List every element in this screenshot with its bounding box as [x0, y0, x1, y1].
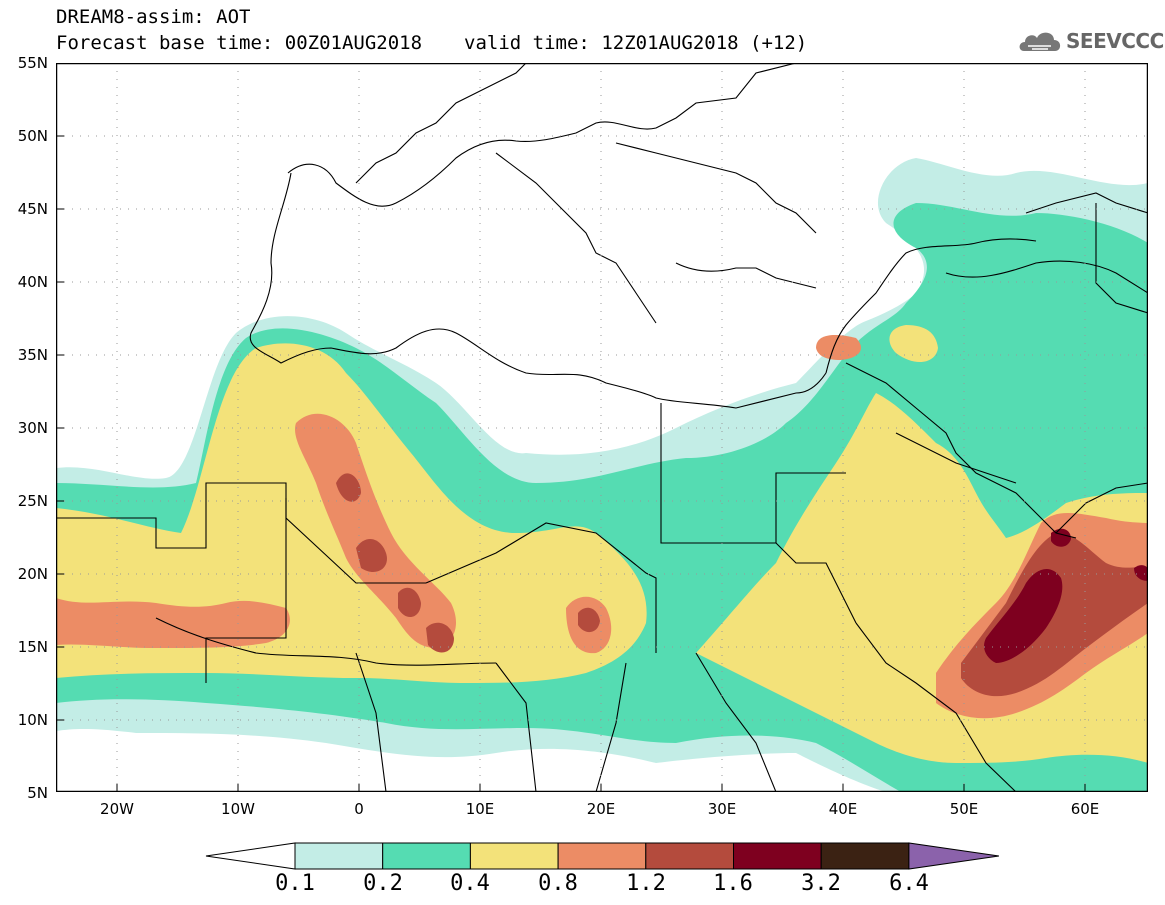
lat-label: 5N — [27, 784, 48, 802]
colorbar-label: 1.6 — [713, 871, 753, 896]
lon-label: 40E — [828, 800, 858, 818]
lat-label: 35N — [17, 346, 48, 364]
colorbar-swatch — [733, 842, 822, 870]
country-borders — [56, 63, 1148, 792]
lat-label: 30N — [17, 419, 48, 437]
colorbar-label: 3.2 — [801, 871, 841, 896]
lon-label: 10E — [465, 800, 495, 818]
lon-label: 0 — [354, 800, 364, 818]
lat-label: 25N — [17, 492, 48, 510]
axis-ticks — [56, 135, 1086, 792]
lat-label: 20N — [17, 565, 48, 583]
title-times: Forecast base time: 00Z01AUG2018 valid ti… — [56, 33, 807, 53]
lat-label: 45N — [17, 200, 48, 218]
colorbar-label: 0.2 — [363, 871, 403, 896]
lon-label: 20W — [100, 800, 134, 818]
colorbar-label: 6.4 — [889, 871, 929, 896]
colorbar-label: 1.2 — [626, 871, 666, 896]
lat-label: 10N — [17, 711, 48, 729]
lon-label: 50E — [949, 800, 979, 818]
colorbar-label: 0.8 — [538, 871, 578, 896]
lat-label: 15N — [17, 638, 48, 656]
colorbar-swatch — [557, 842, 647, 870]
seevccc-logo: SEEVCCC — [1018, 27, 1164, 55]
base-time: Forecast base time: 00Z01AUG2018 — [56, 32, 423, 54]
colorbar-swatch — [645, 842, 734, 870]
lon-label: 30E — [707, 800, 737, 818]
title-model: DREAM8-assim: AOT — [56, 6, 251, 28]
colorbar-swatch — [820, 842, 910, 870]
lat-label: 55N — [17, 54, 48, 72]
colorbar-swatch — [382, 842, 471, 870]
colorbar-label: 0.4 — [450, 871, 490, 896]
colorbar-swatch — [294, 842, 384, 870]
logo-text: SEEVCCC — [1066, 29, 1164, 53]
colorbar-arrow-high — [908, 842, 999, 870]
colorbar-swatch — [469, 842, 559, 870]
lat-label: 40N — [17, 273, 48, 291]
lon-label: 60E — [1070, 800, 1100, 818]
aot-colorbar — [205, 842, 999, 870]
cloud-icon — [1019, 32, 1061, 51]
colorbar-arrow-low — [205, 842, 296, 870]
lat-label: 50N — [17, 127, 48, 145]
lon-label: 20E — [586, 800, 616, 818]
lon-label: 10W — [221, 800, 255, 818]
colorbar-label: 0.1 — [275, 871, 315, 896]
aot-map — [56, 63, 1148, 792]
valid-time: valid time: 12Z01AUG2018 (+12) — [464, 32, 808, 54]
